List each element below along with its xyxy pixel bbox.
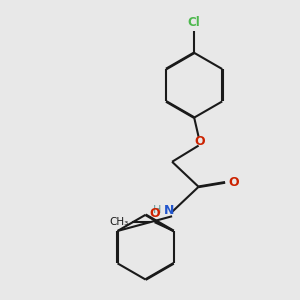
Text: CH₃: CH₃: [110, 217, 129, 227]
Text: O: O: [195, 135, 206, 148]
Text: Cl: Cl: [188, 16, 200, 29]
Text: N: N: [164, 204, 174, 217]
Text: O: O: [228, 176, 239, 189]
Text: H: H: [153, 206, 161, 215]
Text: O: O: [149, 207, 160, 220]
